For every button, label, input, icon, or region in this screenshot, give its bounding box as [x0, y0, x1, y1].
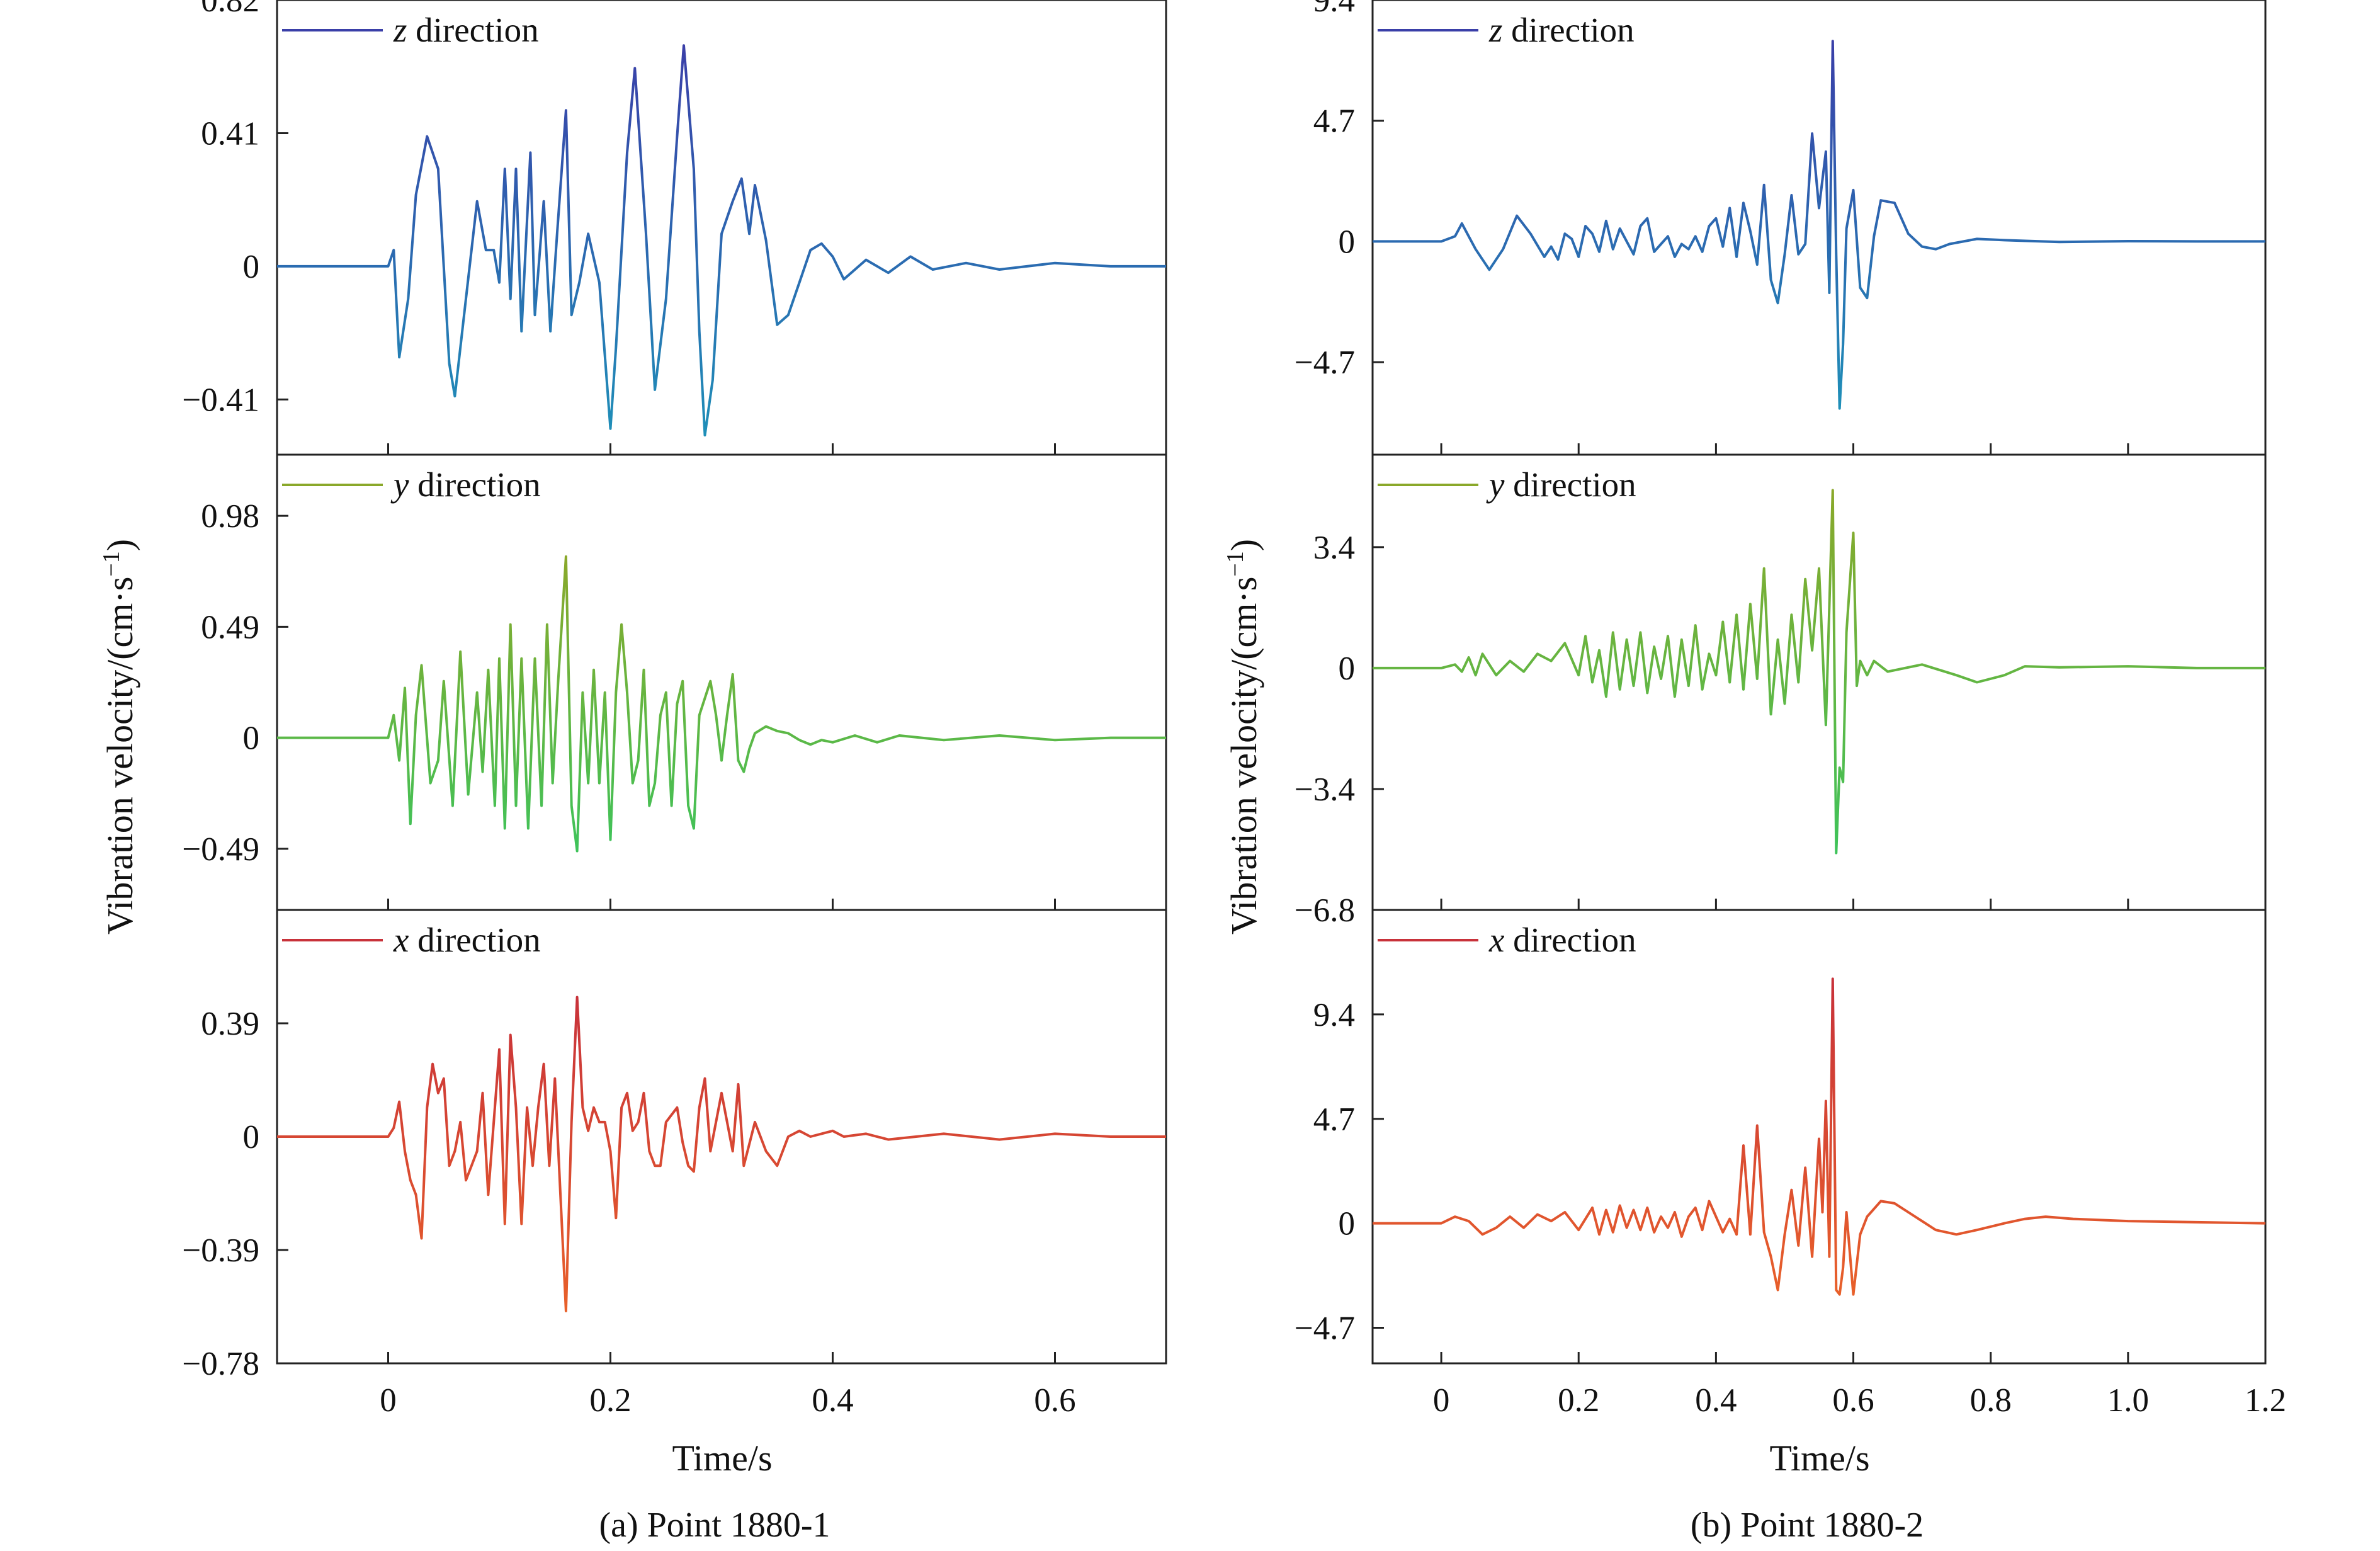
y-tick-label-b-x-2: 0 — [1339, 1206, 1356, 1242]
y-tick-label-b-y-1: 0 — [1339, 651, 1356, 687]
y-axis-label-b-close: ) — [1223, 539, 1264, 551]
legend-text-a-y: direction — [409, 465, 540, 504]
panel-a-y: 0.98 0.49 0 −0.49 y direction — [182, 453, 1167, 911]
legend-dir-b-y: y — [1486, 465, 1505, 504]
y-tick-label-a-x-0: 0.39 — [201, 1006, 259, 1042]
panel-b-z: 9.4 4.7 0 −4.7 z direction — [1295, 0, 2267, 456]
y-axis-label-a: Vibration velocity/(cm·s−1) — [98, 539, 140, 935]
legend-label-a-z: z direction — [393, 11, 539, 49]
y-tick-label-b-y-0: 3.4 — [1313, 530, 1355, 566]
x-tick-label-b-2: 0.4 — [1695, 1382, 1737, 1419]
legend-text-b-y: direction — [1504, 465, 1636, 504]
y-tick-label-a-y-1: 0.49 — [201, 609, 259, 645]
y-tick-label-b-y-3: −6.8 — [1295, 892, 1355, 929]
y-tick-label-a-z-1: 0.41 — [201, 115, 259, 152]
legend-dir-a-y: y — [390, 465, 409, 504]
y-tick-label-a-z-2: 0 — [243, 249, 260, 285]
y-tick-label-b-y-2: −3.4 — [1295, 771, 1355, 808]
panel-b-x: 9.4 4.7 0 −4.7 x direction — [1295, 909, 2267, 1365]
panel-a-x: 0.39 0 −0.39 −0.78 x direction — [182, 909, 1167, 1382]
y-tick-label-b-x-3: −4.7 — [1295, 1310, 1355, 1347]
series-line-b-z — [1373, 40, 2265, 410]
legend-label-a-x: x direction — [393, 921, 541, 959]
legend-text-b-x: direction — [1504, 921, 1636, 959]
series-line-b-y — [1373, 489, 2265, 855]
y-tick-label-b-z-1: 4.7 — [1313, 103, 1355, 140]
x-tick-label-b-1: 0.2 — [1558, 1382, 1599, 1419]
x-tick-label-b-0: 0 — [1433, 1382, 1450, 1419]
y-axis-label-a-close: ) — [99, 539, 140, 551]
x-tick-label-a-0: 0 — [380, 1382, 397, 1419]
chart-b: 9.4 4.7 0 −4.7 z direction 3.4 0 −3.4 −6.8 y dire… — [1295, 0, 2286, 1419]
legend-dir-b-x: x — [1488, 921, 1505, 959]
panel-frame-b-z — [1371, 0, 2267, 456]
legend-label-b-x: x direction — [1488, 921, 1636, 959]
y-tick-label-a-z-0: 0.82 — [201, 0, 259, 19]
x-tick-label-a-2: 0.4 — [812, 1382, 853, 1419]
panel-frame-a-z — [276, 0, 1167, 456]
panel-a-z: 0.82 0.41 0 −0.41 z direction — [182, 0, 1167, 456]
panel-b-y: 3.4 0 −3.4 −6.8 y direction — [1295, 453, 2267, 929]
legend-text-a-x: direction — [409, 921, 540, 959]
legend-label-b-y: y direction — [1486, 465, 1636, 504]
y-axis-label-a-sup: −1 — [98, 551, 125, 576]
legend-text-b-z: direction — [1502, 11, 1634, 49]
series-line-a-z — [277, 44, 1166, 437]
legend-dir-a-z: z — [393, 11, 407, 49]
legend-label-b-z: z direction — [1488, 11, 1635, 49]
chart-a: 0.82 0.41 0 −0.41 z direction 0.98 0.49 0 −0.49 y… — [182, 0, 1167, 1419]
x-tick-label-b-3: 0.6 — [1832, 1382, 1874, 1419]
y-axis-label-b-sup: −1 — [1222, 551, 1249, 576]
series-line-a-x — [277, 996, 1166, 1312]
x-tick-label-a-3: 0.6 — [1034, 1382, 1075, 1419]
y-tick-label-a-x-1: 0 — [243, 1119, 260, 1156]
caption-a: (a) Point 1880-1 — [599, 1506, 830, 1545]
y-tick-label-a-y-0: 0.98 — [201, 498, 259, 535]
y-axis-label-b: Vibration velocity/(cm·s−1) — [1222, 539, 1264, 935]
y-tick-label-b-x-0: 9.4 — [1313, 997, 1355, 1033]
y-tick-label-a-y-2: 0 — [243, 720, 260, 757]
panel-frame-b-x — [1371, 909, 2267, 1365]
y-axis-label-a-text: Vibration velocity/(cm·s — [99, 577, 140, 935]
y-tick-label-a-x-3: −0.78 — [182, 1346, 259, 1382]
legend-text-a-z: direction — [407, 11, 538, 49]
y-tick-label-a-z-3: −0.41 — [182, 382, 259, 418]
panel-frame-a-y — [276, 453, 1167, 911]
y-tick-label-a-x-2: −0.39 — [182, 1232, 259, 1269]
series-line-a-y — [277, 555, 1166, 853]
y-tick-label-b-z-2: 0 — [1339, 224, 1356, 260]
panel-frame-b-y — [1371, 453, 2267, 911]
x-axis-label-a: Time/s — [672, 1438, 772, 1479]
x-tick-label-b-6: 1.2 — [2245, 1382, 2286, 1419]
x-tick-label-b-5: 1.0 — [2107, 1382, 2149, 1419]
x-tick-label-a-1: 0.2 — [589, 1382, 631, 1419]
y-tick-label-b-x-1: 4.7 — [1313, 1101, 1355, 1138]
caption-b: (b) Point 1880-2 — [1691, 1506, 1924, 1545]
legend-label-a-y: y direction — [390, 465, 541, 504]
series-line-b-x — [1373, 977, 2266, 1296]
x-axis-label-b: Time/s — [1769, 1438, 1869, 1479]
legend-dir-b-z: z — [1488, 11, 1502, 49]
y-axis-label-b-text: Vibration velocity/(cm·s — [1223, 577, 1264, 935]
y-tick-label-b-z-0: 9.4 — [1313, 0, 1355, 19]
y-tick-label-a-y-3: −0.49 — [182, 831, 259, 868]
y-tick-label-b-z-3: −4.7 — [1295, 344, 1355, 381]
legend-dir-a-x: x — [393, 921, 409, 959]
x-tick-label-b-4: 0.8 — [1970, 1382, 2012, 1419]
